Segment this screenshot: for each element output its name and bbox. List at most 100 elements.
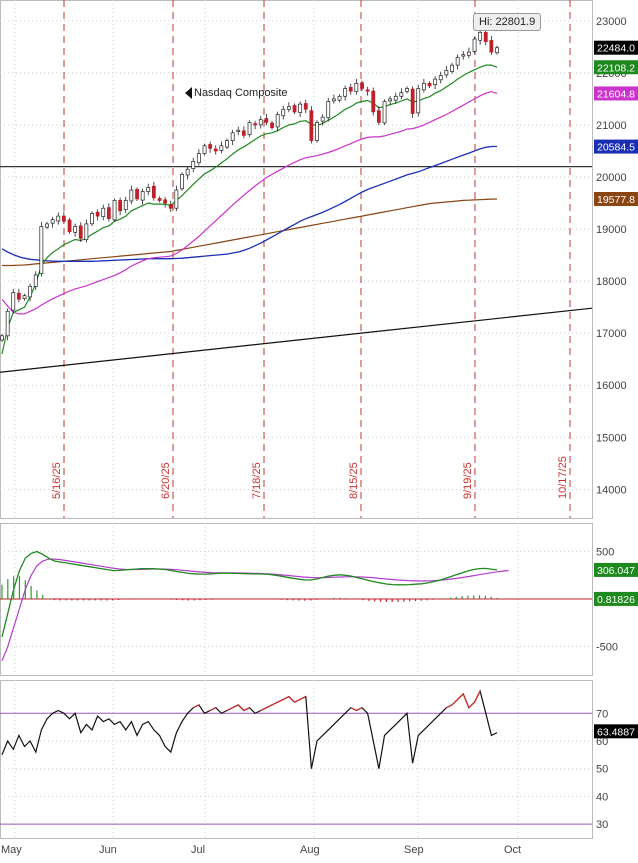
rsi-overbought-segment [468, 701, 475, 709]
rsi-overbought-segment [446, 704, 453, 709]
candle-up [421, 82, 426, 91]
candle-up [298, 103, 303, 113]
candle-up [0, 335, 4, 341]
price-last-value-badge-bg [594, 40, 638, 55]
rsi-overbought-segment [237, 704, 245, 711]
candle-up [461, 54, 466, 57]
rsi-tick-label: 60 [596, 736, 608, 748]
candle-down [163, 199, 168, 204]
rsi-overbought-segment [243, 707, 250, 712]
candle-up [45, 223, 49, 228]
expiry-marker-label: 9/19/25 [462, 462, 474, 499]
candle-up [50, 219, 55, 224]
candle-up [196, 153, 201, 164]
month-tick-label: Sep [404, 844, 424, 856]
price-tick-label: 18000 [596, 276, 627, 288]
month-tick-label: Oct [504, 844, 521, 856]
rsi-last-value-badge: 63.4887 [597, 726, 635, 738]
rsi-overbought-segment [288, 696, 295, 703]
macd-tick-label: -500 [596, 642, 618, 654]
rsi-overbought-segment [226, 707, 233, 712]
price-last-value-badge-bg [594, 60, 638, 75]
macd-line [1, 550, 498, 638]
rsi-overbought-segment [282, 696, 290, 700]
rsi-overbought-segment [299, 696, 307, 700]
candle-down [135, 189, 139, 200]
macd-tick-label: 500 [596, 547, 614, 559]
ma-purple-line [1, 90, 498, 315]
candle-up [84, 223, 89, 241]
price-tick-label: 19000 [596, 224, 627, 236]
candle-up [433, 78, 438, 85]
candle-up [495, 47, 499, 54]
candle-down [270, 122, 274, 128]
price-tick-label: 16000 [596, 380, 627, 392]
candle-down [241, 130, 246, 136]
candle-up [146, 187, 151, 192]
price-tick-label: 14000 [596, 484, 627, 496]
candle-down [348, 86, 353, 92]
candle-down [410, 88, 415, 114]
price-last-value-badge: 19577.8 [597, 194, 635, 206]
price-last-value-badge-bg [594, 139, 638, 154]
candle-up [56, 215, 61, 222]
candle-up [275, 114, 280, 128]
candle-up [101, 207, 106, 217]
ma-brown-line [2, 198, 498, 267]
candle-up [185, 168, 190, 176]
price-last-value-badge: 21604.8 [597, 88, 635, 100]
month-tick-label: May [1, 844, 22, 856]
expiry-marker-label: 6/20/25 [160, 462, 172, 499]
candle-up [140, 191, 145, 201]
candle-up [123, 200, 128, 210]
candle-down [157, 198, 162, 201]
rsi-tick-label: 50 [596, 764, 608, 776]
candle-up [393, 95, 398, 101]
candle-down [360, 82, 364, 89]
candle-down [427, 82, 432, 87]
candle-up [11, 292, 16, 311]
price-tick-label: 20000 [596, 172, 627, 184]
price-tick-label: 23000 [596, 16, 627, 28]
candle-up [405, 88, 409, 92]
rsi-overbought-segment [356, 707, 363, 712]
candle-down [106, 207, 111, 219]
candle-up [450, 64, 454, 72]
candle-up [202, 145, 207, 154]
panel-frame [0, 0, 593, 519]
candle-up [416, 88, 421, 114]
rsi-last-value-badge-bg [594, 724, 638, 739]
trendline [0, 307, 593, 373]
ma-blue-line [1, 145, 497, 262]
candle-down [78, 225, 83, 239]
candle-down [118, 200, 123, 212]
candle-up [225, 140, 229, 148]
candle-down [292, 105, 297, 113]
candle-up [33, 274, 38, 287]
candle-up [236, 129, 241, 132]
candle-down [16, 292, 21, 300]
rsi-overbought-segment [294, 698, 301, 703]
expiry-marker-label: 5/16/25 [51, 462, 63, 499]
rsi-overbought-segment [473, 690, 481, 703]
chart-title-text: Nasdaq Composite [194, 87, 288, 99]
rsi-overbought-segment [260, 707, 267, 712]
candle-up [286, 106, 291, 110]
candle-up [478, 31, 483, 41]
candle-up [337, 95, 342, 101]
candle-down [67, 219, 72, 233]
expiry-marker-label: 10/17/25 [557, 456, 569, 499]
price-tick-label: 21000 [596, 120, 627, 132]
macd-last-value-badge-bg [594, 562, 638, 577]
candle-down [168, 203, 173, 209]
candle-up [22, 295, 27, 300]
candle-up [5, 310, 10, 337]
rsi-tick-label: 70 [596, 708, 608, 720]
candle-up [354, 82, 359, 93]
candle-up [112, 200, 117, 221]
candle-up [73, 226, 78, 233]
price-tick-label: 15000 [596, 432, 627, 444]
candle-down [61, 215, 66, 222]
candle-down [213, 148, 218, 152]
rsi-overbought-segment [451, 698, 459, 706]
